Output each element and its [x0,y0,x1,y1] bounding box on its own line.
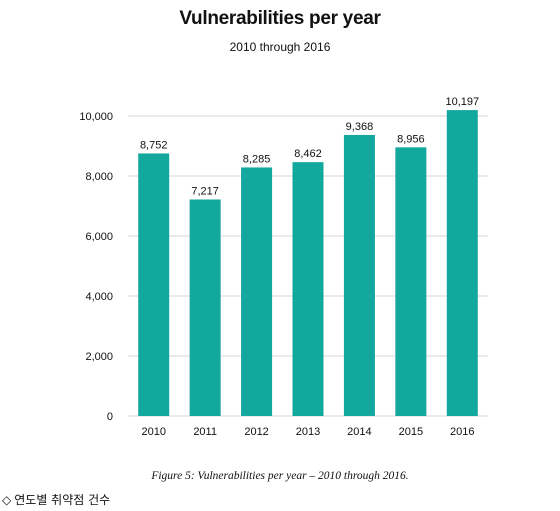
data-label: 8,462 [294,148,322,160]
x-tick-label: 2010 [141,426,165,438]
y-tick-label: 4,000 [85,291,113,303]
y-tick-label: 10,000 [79,111,113,123]
y-tick-label: 2,000 [85,351,113,363]
bar [292,162,324,416]
chart-figure: Vulnerabilities per year 2010 through 20… [79,8,488,438]
diamond-outline-icon: ◇ [2,493,12,507]
chart-title: Vulnerabilities per year [179,8,381,29]
bar [395,147,427,416]
x-tick-label: 2016 [450,426,474,438]
bar [189,199,221,416]
bar [138,153,170,416]
x-tick-label: 2011 [193,426,217,438]
chart-subtitle: 2010 through 2016 [229,40,331,54]
x-tick-label: 2015 [399,426,423,438]
x-tick-label: 2012 [244,426,268,438]
korean-note-text: 연도별 취약점 건수 [14,493,111,507]
data-label: 8,285 [243,153,271,165]
data-label: 10,197 [445,96,479,108]
bar-chart: 0 2,000 4,000 6,000 8,000 10,000 8,752 2010 7,21… [79,96,488,438]
bar [446,110,478,416]
y-tick-label: 0 [107,411,113,423]
data-label: 8,956 [397,133,425,145]
data-label: 8,752 [140,139,168,151]
x-tick-label: 2014 [347,426,371,438]
data-label: 7,217 [191,185,219,197]
bar [343,134,375,416]
x-tick-label: 2013 [296,426,320,438]
y-tick-label: 6,000 [85,231,113,243]
figure-caption: Figure 5: Vulnerabilities per year – 201… [151,470,409,482]
bar [241,167,273,416]
y-tick-label: 8,000 [85,171,113,183]
korean-note: ◇ 연도별 취약점 건수 [2,491,110,508]
data-label: 9,368 [346,121,374,133]
